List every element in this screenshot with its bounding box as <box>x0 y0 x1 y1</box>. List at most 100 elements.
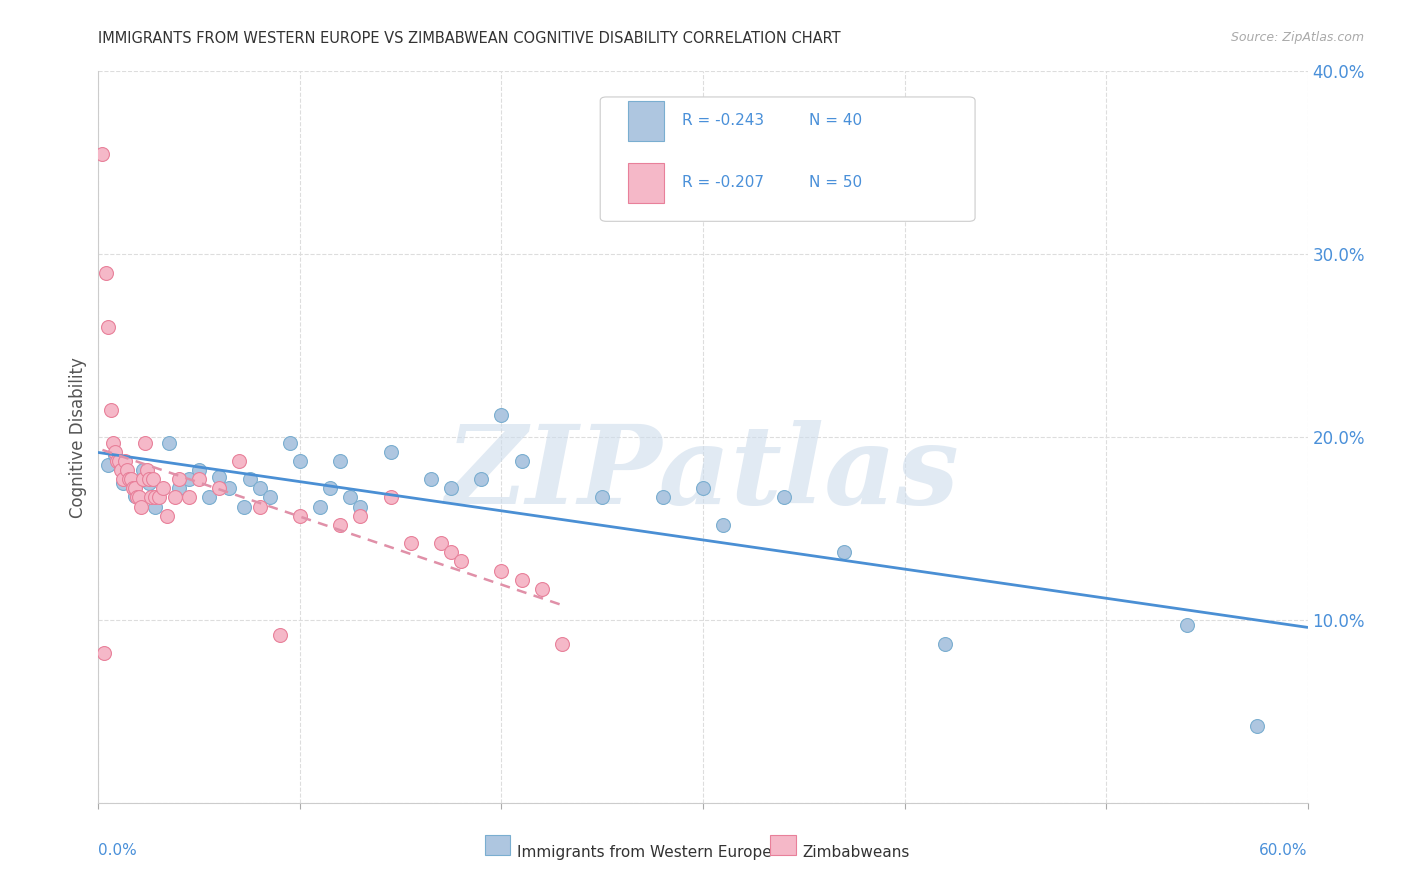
Point <box>551 637 574 651</box>
Point <box>101 435 124 450</box>
Point <box>440 545 463 559</box>
Point <box>157 435 180 450</box>
Point <box>380 444 402 458</box>
Point <box>934 637 956 651</box>
Point <box>142 472 165 486</box>
Point <box>208 470 231 484</box>
Point <box>510 573 533 587</box>
Point <box>239 472 262 486</box>
Bar <box>628 162 664 203</box>
Point <box>249 481 271 495</box>
Point <box>143 491 166 505</box>
Point <box>319 481 342 495</box>
Text: Source: ZipAtlas.com: Source: ZipAtlas.com <box>1230 31 1364 45</box>
Point <box>96 266 118 280</box>
Point <box>120 472 142 486</box>
Point <box>148 491 170 505</box>
Point <box>152 481 174 495</box>
Point <box>470 472 492 486</box>
Point <box>188 472 211 486</box>
Point <box>177 491 201 505</box>
Text: R = -0.207: R = -0.207 <box>682 176 765 190</box>
Point <box>163 491 186 505</box>
Point <box>232 500 254 514</box>
Point <box>430 536 453 550</box>
Point <box>107 454 129 468</box>
Point <box>103 444 125 458</box>
Point <box>692 481 714 495</box>
Point <box>115 463 138 477</box>
Point <box>440 481 463 495</box>
Point <box>139 491 162 505</box>
Point <box>772 491 794 505</box>
Point <box>259 491 281 505</box>
Point <box>309 500 332 514</box>
Point <box>491 408 513 422</box>
Point <box>349 500 371 514</box>
Point <box>93 646 115 660</box>
Point <box>380 491 402 505</box>
Point <box>591 491 613 505</box>
Point <box>138 472 160 486</box>
Point <box>114 454 136 468</box>
Bar <box>628 101 664 141</box>
Point <box>132 472 155 486</box>
Point <box>349 508 371 523</box>
Point <box>218 481 240 495</box>
Point <box>329 517 352 532</box>
Point <box>156 508 179 523</box>
Point <box>249 500 271 514</box>
Text: IMMIGRANTS FROM WESTERN EUROPE VS ZIMBABWEAN COGNITIVE DISABILITY CORRELATION CH: IMMIGRANTS FROM WESTERN EUROPE VS ZIMBAB… <box>98 31 841 46</box>
Text: ZIPatlas: ZIPatlas <box>446 420 960 527</box>
Point <box>228 454 250 468</box>
Point <box>399 536 422 550</box>
Text: R = -0.243: R = -0.243 <box>682 113 765 128</box>
Point <box>110 463 132 477</box>
Point <box>832 545 855 559</box>
Point <box>103 449 125 463</box>
Point <box>269 627 291 641</box>
Point <box>208 481 231 495</box>
Point <box>128 491 150 505</box>
Point <box>339 491 361 505</box>
Text: N = 40: N = 40 <box>810 113 862 128</box>
Point <box>135 463 157 477</box>
Point <box>1246 719 1268 733</box>
Point <box>329 454 352 468</box>
Point <box>91 146 114 161</box>
Point <box>491 564 513 578</box>
Point <box>198 491 221 505</box>
Point <box>118 472 141 486</box>
Point <box>278 435 301 450</box>
Point <box>100 402 122 417</box>
FancyBboxPatch shape <box>600 97 976 221</box>
Point <box>450 554 472 568</box>
Point <box>651 491 673 505</box>
Point <box>97 320 120 334</box>
Text: Immigrants from Western Europe: Immigrants from Western Europe <box>517 845 772 860</box>
Point <box>419 472 441 486</box>
Point <box>124 489 146 503</box>
Y-axis label: Cognitive Disability: Cognitive Disability <box>69 357 87 517</box>
Point <box>167 481 190 495</box>
Point <box>188 463 211 477</box>
Text: 60.0%: 60.0% <box>1260 843 1308 858</box>
Point <box>97 458 120 472</box>
Point <box>288 508 311 523</box>
Point <box>510 454 533 468</box>
Text: 0.0%: 0.0% <box>98 843 138 858</box>
Point <box>1175 618 1198 632</box>
Text: Zimbabweans: Zimbabweans <box>803 845 910 860</box>
Point <box>134 435 156 450</box>
Point <box>132 463 155 477</box>
Text: N = 50: N = 50 <box>810 176 862 190</box>
Point <box>288 454 311 468</box>
Point <box>125 491 148 505</box>
Point <box>121 481 143 495</box>
Point <box>167 472 190 486</box>
Point <box>138 475 160 490</box>
Point <box>143 500 166 514</box>
Point <box>111 475 134 490</box>
Point <box>129 500 152 514</box>
Point <box>124 481 146 495</box>
